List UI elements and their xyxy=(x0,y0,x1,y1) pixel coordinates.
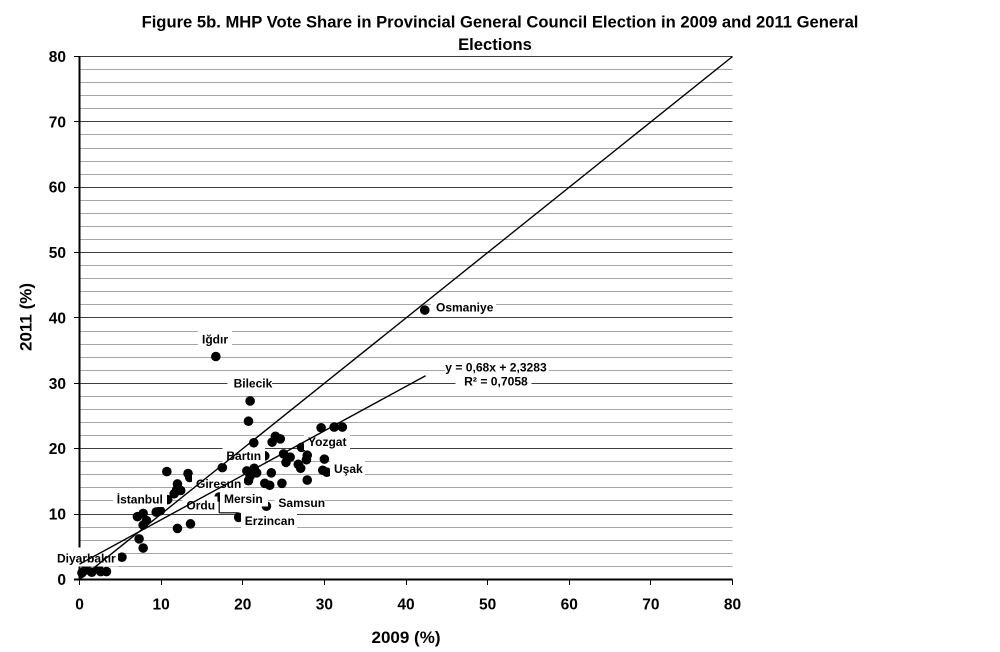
svg-text:Yozgat: Yozgat xyxy=(308,435,346,449)
svg-text:Bilecik: Bilecik xyxy=(234,377,273,391)
svg-text:50: 50 xyxy=(479,597,496,614)
svg-text:İstanbul: İstanbul xyxy=(117,492,163,507)
svg-text:0: 0 xyxy=(57,572,66,589)
svg-text:70: 70 xyxy=(642,597,659,614)
svg-text:Osmaniye: Osmaniye xyxy=(436,301,494,315)
svg-text:30: 30 xyxy=(49,376,66,393)
svg-text:y = 0,68x + 2,3283: y = 0,68x + 2,3283 xyxy=(445,361,547,375)
svg-text:0: 0 xyxy=(75,597,84,614)
svg-text:80: 80 xyxy=(49,49,66,66)
svg-text:Diyarbakır: Diyarbakır xyxy=(57,552,116,566)
svg-text:20: 20 xyxy=(234,597,251,614)
svg-text:2009 (%): 2009 (%) xyxy=(372,628,441,647)
svg-text:80: 80 xyxy=(724,597,741,614)
svg-text:2011 (%): 2011 (%) xyxy=(17,283,36,351)
svg-text:Elections: Elections xyxy=(458,35,532,54)
svg-text:40: 40 xyxy=(49,310,66,327)
svg-text:Figure 5b. MHP Vote Share in P: Figure 5b. MHP Vote Share in Provincial … xyxy=(142,12,859,31)
svg-text:50: 50 xyxy=(49,245,66,262)
svg-text:Uşak: Uşak xyxy=(334,462,363,476)
svg-text:R² = 0,7058: R² = 0,7058 xyxy=(464,375,528,389)
svg-text:60: 60 xyxy=(49,180,66,197)
svg-text:30: 30 xyxy=(316,597,333,614)
svg-text:Ordu: Ordu xyxy=(186,499,215,513)
svg-text:Mersin: Mersin xyxy=(224,492,263,506)
svg-text:Giresun: Giresun xyxy=(196,477,241,491)
svg-text:60: 60 xyxy=(561,597,578,614)
svg-text:70: 70 xyxy=(49,114,66,131)
svg-text:20: 20 xyxy=(49,441,66,458)
svg-text:Iğdır: Iğdır xyxy=(202,333,228,347)
svg-text:Erzincan: Erzincan xyxy=(245,514,295,528)
svg-text:10: 10 xyxy=(49,507,66,524)
svg-text:Samsun: Samsun xyxy=(278,496,325,510)
svg-text:10: 10 xyxy=(153,597,170,614)
svg-text:40: 40 xyxy=(397,597,414,614)
svg-text:Bartın: Bartın xyxy=(226,449,261,463)
